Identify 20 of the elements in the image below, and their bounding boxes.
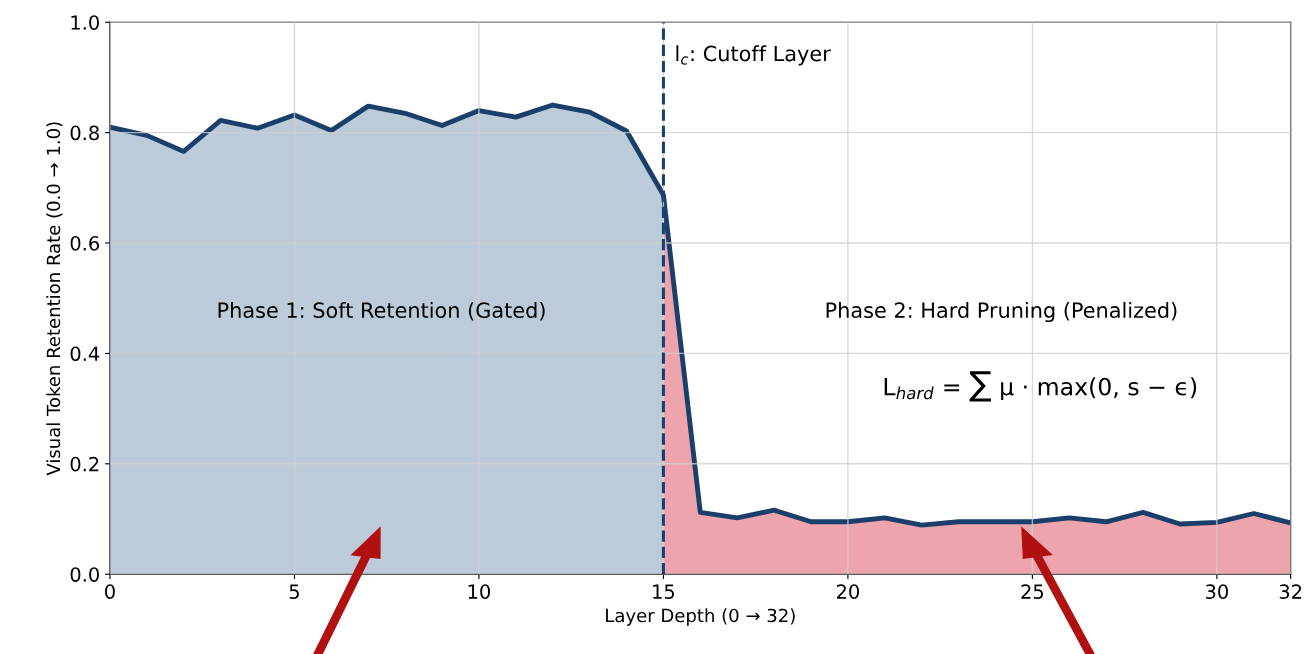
annotation: Phase 2: Hard Pruning (Penalized) [826,301,1177,323]
x-tick-label: 0 [105,584,115,599]
y-tick-label: 0.2 [70,456,99,472]
y-axis-title: Visual Token Retention Rate (0.0 → 1.0) [46,122,63,476]
x-tick-label: 25 [1021,584,1044,599]
x-tick-label: 15 [653,584,675,599]
x-tick-label: 20 [836,584,859,599]
x-tick-label: 10 [468,584,491,599]
y-tick-label: 1.0 [71,15,99,30]
x-tick-label: 32 [1279,584,1302,599]
x-axis-title: Layer Depth (0 → 32) [606,608,795,626]
ref-line-label: l$_{c}$: Cutoff Layer [676,45,831,66]
x-tick-label: 30 [1205,584,1228,599]
y-tick-label: 0.4 [70,346,100,362]
x-tick-label: 5 [289,584,299,599]
y-tick-label: 0.0 [70,567,99,582]
annotation: Phase 1: Soft Retention (Gated) [218,301,545,321]
y-tick-label: 0.6 [70,235,100,251]
y-tick-label: 0.8 [70,125,99,141]
annotation: L$_{hard}$ = ∑ μ · max(0, s − ϵ) [884,371,1197,402]
